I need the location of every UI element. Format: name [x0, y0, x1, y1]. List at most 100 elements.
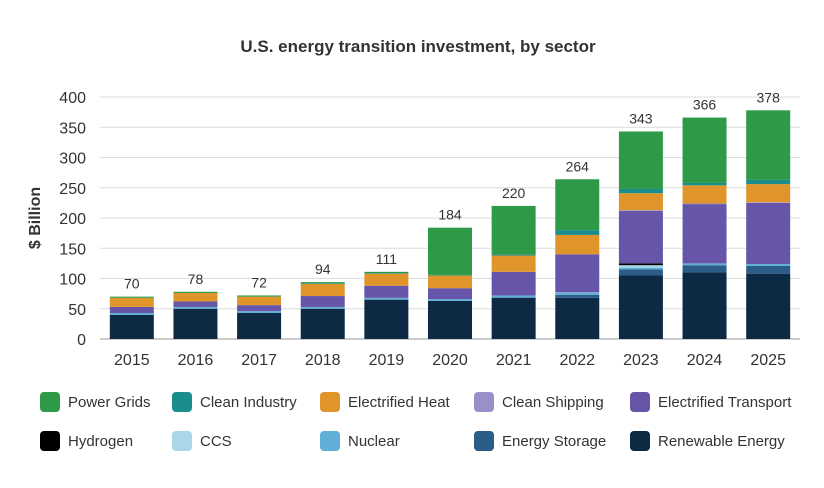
legend-swatch — [320, 392, 340, 412]
bar-segment-clean-industry — [618, 188, 663, 194]
bar-segment-electrified-heat — [746, 184, 791, 203]
bar-segment-electrified-heat — [428, 275, 472, 289]
bar-segment-renewable-energy — [300, 308, 345, 339]
legend-swatch — [630, 392, 650, 412]
legend-label: Hydrogen — [68, 433, 133, 450]
legend-item-clean-industry: Clean Industry — [172, 392, 297, 412]
bar-total-label: 78 — [188, 271, 204, 287]
legend-swatch — [320, 431, 340, 451]
bar-segment-electrified-transport — [746, 202, 791, 264]
bar-segment-nuclear — [364, 297, 409, 300]
legend-swatch — [630, 431, 650, 451]
bar-segment-ccs — [618, 265, 663, 268]
bar-segment-clean-shipping — [682, 203, 727, 205]
bar-segment-electrified-transport — [618, 210, 663, 264]
bar-segment-electrified-heat — [109, 297, 154, 307]
bar-segment-electrified-transport — [237, 305, 282, 312]
legend-item-electrified-transport: Electrified Transport — [630, 392, 792, 412]
bar-segment-renewable-energy — [618, 275, 663, 339]
bar-segment-nuclear — [555, 293, 600, 295]
legend-item-clean-shipping: Clean Shipping — [474, 392, 604, 412]
bar-segment-renewable-energy — [109, 314, 154, 339]
bar-segment-electrified-transport — [300, 296, 345, 307]
bar-segment-power-grids — [428, 227, 472, 275]
bar-total-label: 343 — [629, 110, 653, 126]
bar-segment-electrified-heat — [682, 185, 727, 204]
bar-segment-electrified-heat — [173, 293, 218, 302]
y-axis-label: $ Billion — [27, 187, 44, 249]
bar-total-label: 184 — [438, 207, 462, 223]
bar-segment-electrified-transport — [428, 288, 472, 300]
legend-item-nuclear: Nuclear — [320, 431, 400, 451]
bar-segment-electrified-transport — [555, 254, 600, 293]
bar-segment-energy-storage — [618, 269, 663, 276]
bar-segment-clean-industry — [300, 283, 345, 284]
y-tick-label: 350 — [59, 120, 86, 137]
bar-segment-electrified-transport — [173, 301, 218, 307]
legend-label: Power Grids — [68, 394, 151, 411]
bar-segment-nuclear — [746, 263, 791, 266]
bar-segment-power-grids — [682, 117, 727, 183]
bar-segment-renewable-energy — [428, 300, 472, 339]
bar-segment-power-grids — [746, 110, 791, 180]
bar-segment-power-grids — [173, 291, 218, 294]
bar-segment-hydrogen — [618, 263, 663, 266]
y-tick-label: 200 — [59, 211, 86, 228]
bar-segment-renewable-energy — [682, 272, 727, 339]
bar-total-label: 378 — [757, 89, 781, 105]
bar-segment-nuclear — [428, 299, 472, 301]
legend-item-renewable-energy: Renewable Energy — [630, 431, 785, 451]
bar-segment-clean-industry — [682, 182, 727, 186]
legend-item-power-grids: Power Grids — [40, 392, 151, 412]
bar-segment-clean-shipping — [618, 210, 663, 211]
bar-total-label: 94 — [315, 261, 331, 277]
bar-total-label: 366 — [693, 97, 717, 113]
bar-segment-renewable-energy — [173, 308, 218, 339]
bar-segment-power-grids — [237, 295, 282, 297]
legend-swatch — [474, 392, 494, 412]
bar-segment-energy-storage — [682, 265, 727, 273]
bar-segment-nuclear — [300, 306, 345, 309]
bar-segment-electrified-transport — [491, 271, 536, 296]
bar-segment-energy-storage — [746, 265, 791, 274]
x-tick-label: 2020 — [432, 352, 468, 369]
bar-segment-electrified-heat — [237, 296, 282, 306]
legend-label: Clean Industry — [200, 394, 297, 411]
bar-segment-nuclear — [618, 267, 663, 270]
legend-item-hydrogen: Hydrogen — [40, 431, 133, 451]
x-tick-label: 2019 — [369, 352, 405, 369]
bar-segment-clean-industry — [555, 230, 600, 235]
x-tick-label: 2018 — [305, 352, 341, 369]
x-tick-label: 2022 — [559, 352, 595, 369]
bar-segment-clean-industry — [491, 254, 536, 256]
bar-segment-renewable-energy — [555, 297, 600, 339]
bar-segment-electrified-transport — [364, 285, 409, 298]
x-tick-label: 2017 — [241, 352, 277, 369]
bar-segment-renewable-energy — [491, 297, 536, 339]
legend-label: Nuclear — [348, 433, 400, 450]
bar-segment-nuclear — [491, 295, 536, 298]
bar-segment-clean-shipping — [746, 202, 791, 203]
x-tick-label: 2016 — [178, 352, 214, 369]
bar-segment-electrified-transport — [682, 204, 727, 264]
x-tick-label: 2015 — [114, 352, 150, 369]
bar-segment-power-grids — [300, 282, 345, 284]
bar-total-label: 72 — [251, 274, 267, 290]
bar-segment-nuclear — [682, 263, 727, 266]
legend-item-electrified-heat: Electrified Heat — [320, 392, 451, 412]
bar-segment-nuclear — [237, 311, 282, 313]
y-tick-label: 400 — [59, 90, 86, 107]
bar-segment-power-grids — [555, 179, 600, 231]
legend-label: Electrified Transport — [658, 394, 792, 411]
bar-segment-clean-industry — [428, 274, 472, 276]
bar-segment-power-grids — [109, 296, 154, 298]
bar-segment-renewable-energy — [364, 299, 409, 339]
bar-segment-electrified-heat — [618, 193, 663, 211]
bar-segment-energy-storage — [491, 297, 536, 298]
legend-label: Energy Storage — [502, 433, 606, 450]
bar-segment-electrified-heat — [555, 234, 600, 255]
bar-segment-clean-industry — [364, 273, 409, 274]
bar-segment-electrified-heat — [300, 283, 345, 297]
x-tick-label: 2023 — [623, 352, 659, 369]
y-tick-label: 300 — [59, 151, 86, 168]
